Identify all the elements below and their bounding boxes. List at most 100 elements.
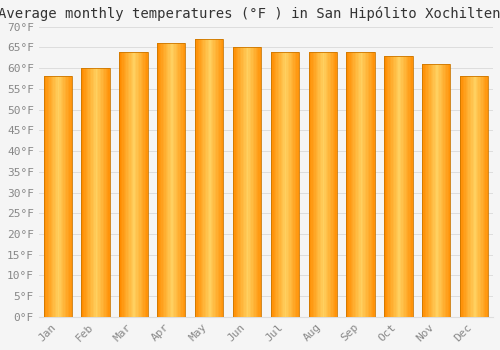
- Bar: [349, 52, 350, 317]
- Bar: [246, 48, 247, 317]
- Bar: [182, 43, 184, 317]
- Bar: [216, 39, 218, 317]
- Bar: [129, 52, 130, 317]
- Bar: [290, 52, 292, 317]
- Bar: [422, 64, 424, 317]
- Bar: [404, 56, 406, 317]
- Bar: [442, 64, 444, 317]
- Bar: [365, 52, 366, 317]
- Bar: [177, 43, 178, 317]
- Bar: [44, 77, 45, 317]
- Bar: [318, 52, 320, 317]
- Bar: [374, 52, 375, 317]
- Bar: [202, 39, 203, 317]
- Bar: [50, 77, 52, 317]
- Bar: [184, 43, 186, 317]
- Bar: [68, 77, 69, 317]
- Bar: [446, 64, 448, 317]
- Bar: [476, 77, 477, 317]
- Bar: [400, 56, 402, 317]
- Bar: [386, 56, 387, 317]
- Bar: [332, 52, 334, 317]
- Bar: [313, 52, 314, 317]
- Bar: [55, 77, 56, 317]
- Bar: [435, 64, 436, 317]
- Bar: [157, 43, 186, 317]
- Bar: [181, 43, 182, 317]
- Bar: [314, 52, 316, 317]
- Bar: [326, 52, 327, 317]
- Bar: [158, 43, 160, 317]
- Bar: [346, 52, 348, 317]
- Bar: [219, 39, 220, 317]
- Bar: [327, 52, 328, 317]
- Bar: [82, 68, 83, 317]
- Bar: [280, 52, 282, 317]
- Bar: [163, 43, 164, 317]
- Bar: [106, 68, 107, 317]
- Bar: [65, 77, 66, 317]
- Bar: [96, 68, 97, 317]
- Bar: [172, 43, 174, 317]
- Bar: [396, 56, 397, 317]
- Bar: [355, 52, 356, 317]
- Bar: [426, 64, 428, 317]
- Bar: [438, 64, 439, 317]
- Bar: [330, 52, 331, 317]
- Bar: [275, 52, 276, 317]
- Bar: [128, 52, 129, 317]
- Bar: [215, 39, 216, 317]
- Bar: [200, 39, 202, 317]
- Bar: [60, 77, 62, 317]
- Bar: [366, 52, 368, 317]
- Bar: [82, 68, 110, 317]
- Bar: [354, 52, 355, 317]
- Bar: [119, 52, 148, 317]
- Bar: [360, 52, 362, 317]
- Bar: [195, 39, 196, 317]
- Bar: [120, 52, 122, 317]
- Bar: [97, 68, 98, 317]
- Bar: [86, 68, 87, 317]
- Bar: [87, 68, 88, 317]
- Bar: [372, 52, 374, 317]
- Bar: [350, 52, 352, 317]
- Bar: [247, 48, 248, 317]
- Bar: [464, 77, 466, 317]
- Bar: [348, 52, 349, 317]
- Bar: [167, 43, 168, 317]
- Bar: [310, 52, 312, 317]
- Bar: [218, 39, 219, 317]
- Bar: [472, 77, 474, 317]
- Bar: [254, 48, 256, 317]
- Bar: [138, 52, 139, 317]
- Bar: [392, 56, 394, 317]
- Bar: [49, 77, 50, 317]
- Bar: [205, 39, 206, 317]
- Bar: [436, 64, 438, 317]
- Bar: [126, 52, 128, 317]
- Bar: [56, 77, 58, 317]
- Bar: [144, 52, 145, 317]
- Bar: [134, 52, 135, 317]
- Bar: [222, 39, 224, 317]
- Bar: [140, 52, 142, 317]
- Bar: [206, 39, 208, 317]
- Bar: [480, 77, 481, 317]
- Bar: [166, 43, 167, 317]
- Bar: [84, 68, 86, 317]
- Bar: [394, 56, 396, 317]
- Bar: [276, 52, 278, 317]
- Bar: [316, 52, 317, 317]
- Bar: [236, 48, 237, 317]
- Bar: [468, 77, 470, 317]
- Bar: [292, 52, 294, 317]
- Bar: [320, 52, 322, 317]
- Bar: [369, 52, 370, 317]
- Bar: [356, 52, 358, 317]
- Bar: [136, 52, 138, 317]
- Bar: [240, 48, 242, 317]
- Bar: [336, 52, 337, 317]
- Bar: [462, 77, 463, 317]
- Bar: [135, 52, 136, 317]
